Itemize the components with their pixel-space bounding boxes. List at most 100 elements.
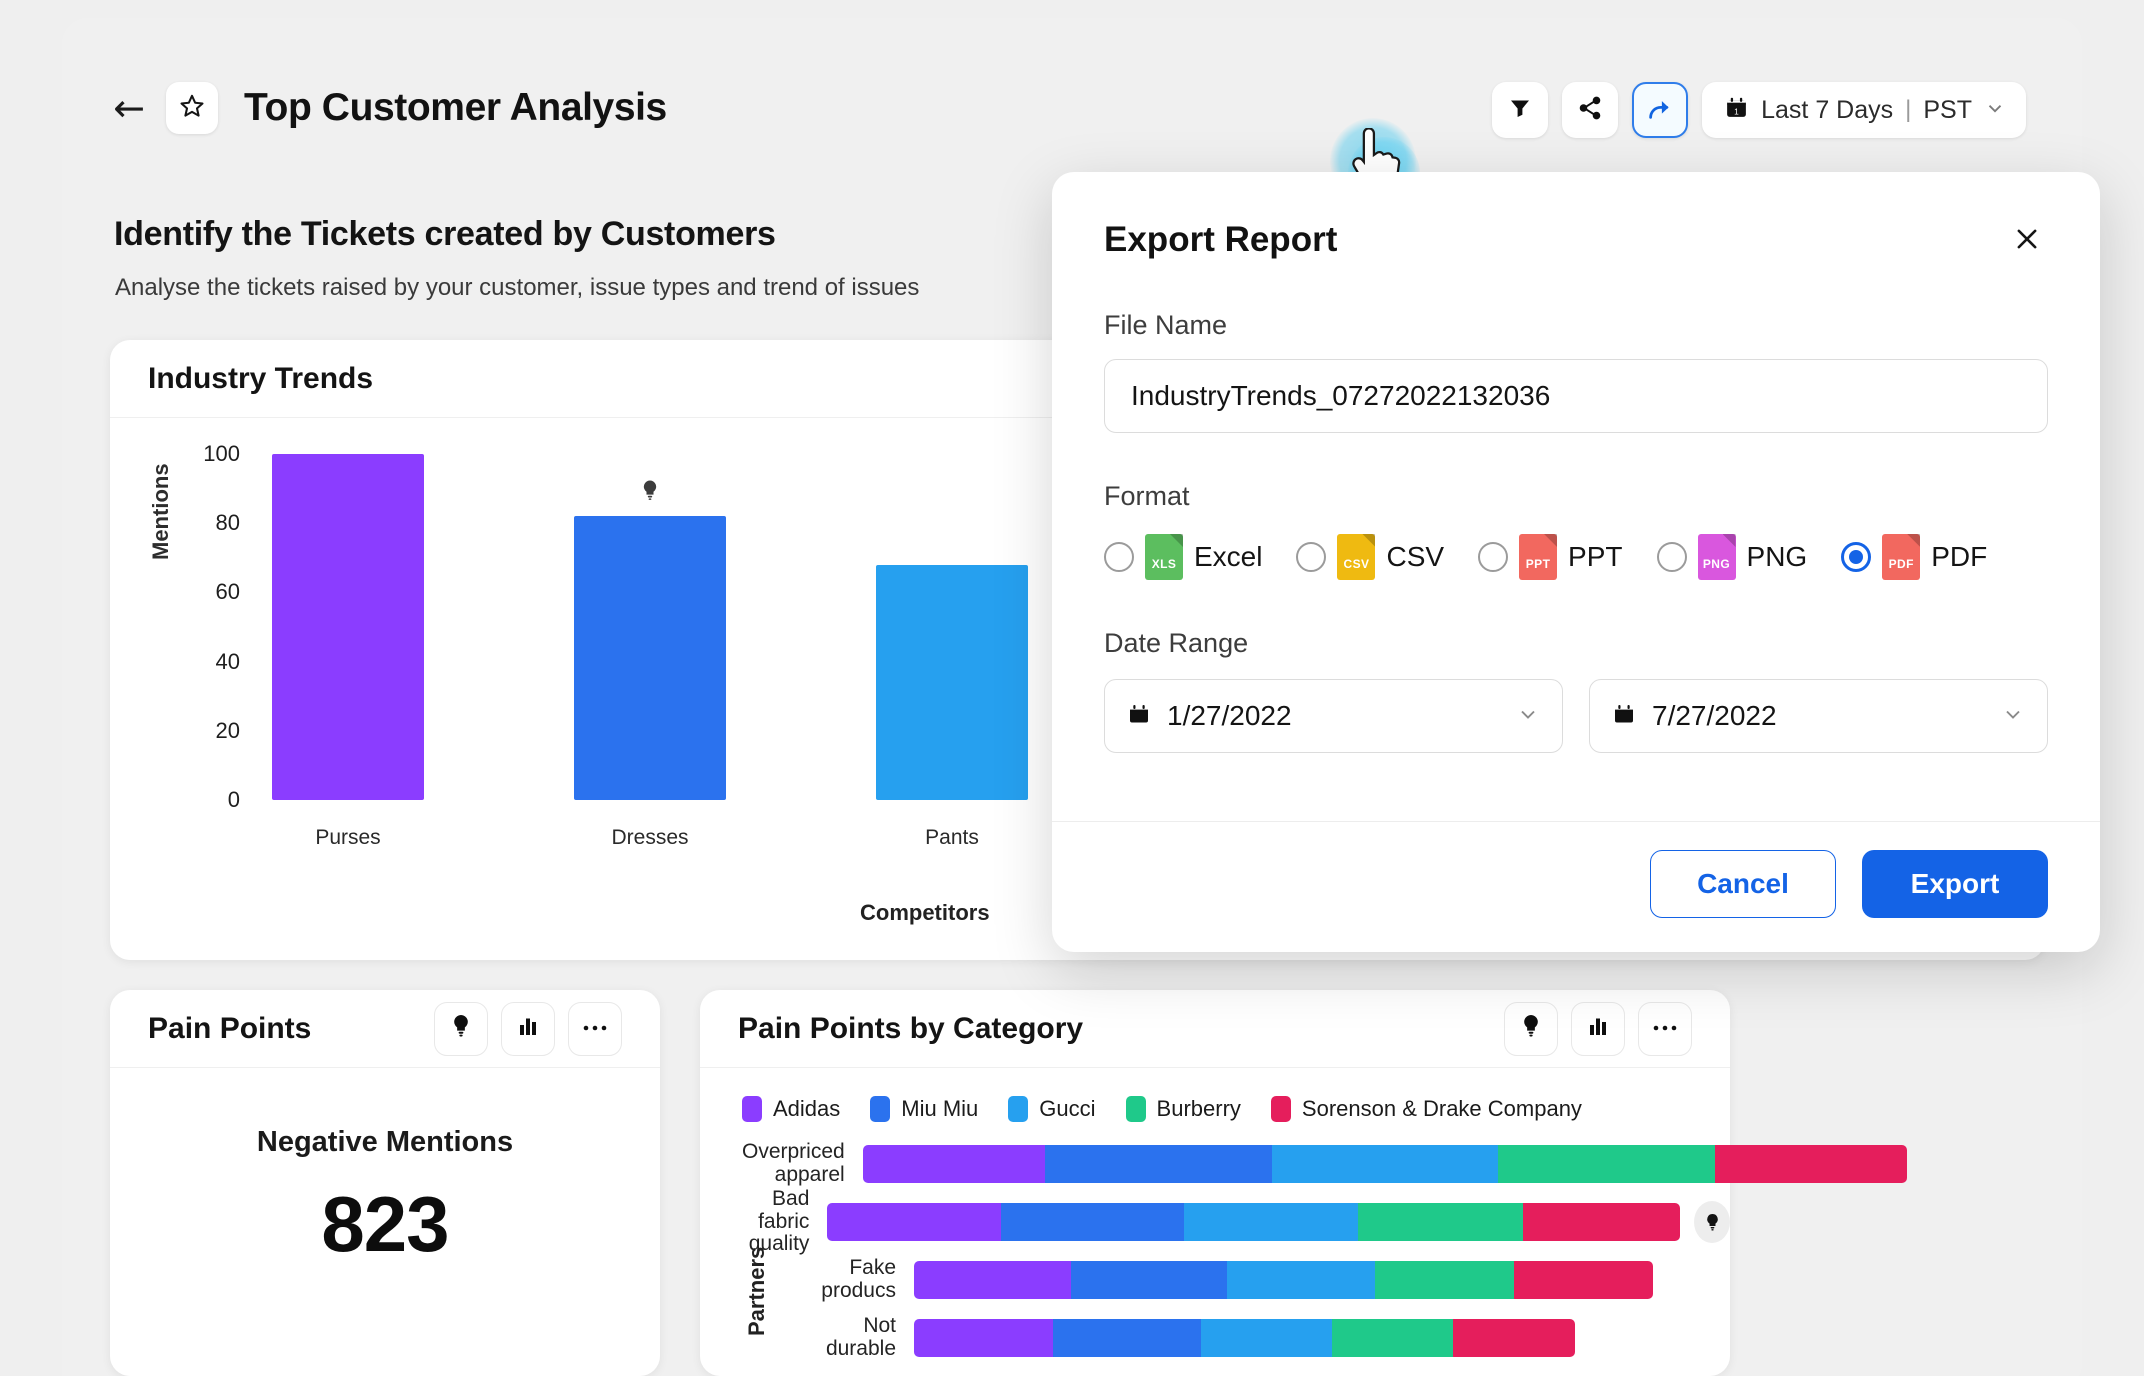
stacked-bar-segment[interactable] <box>827 1203 1002 1241</box>
lightbulb-icon[interactable] <box>633 470 667 510</box>
radio-csv[interactable] <box>1296 542 1327 572</box>
format-label: PNG <box>1746 541 1808 572</box>
bar-category-label: Purses <box>315 826 381 849</box>
file-png-icon: PNG <box>1697 534 1736 580</box>
format-label: Excel <box>1194 541 1263 572</box>
stacked-bar-segment[interactable] <box>1001 1203 1185 1241</box>
partners-axis-label: Partners <box>744 1246 769 1336</box>
dialog-header: Export Report <box>1104 220 2048 262</box>
metric-value: 823 <box>321 1180 449 1268</box>
share-button[interactable] <box>1562 82 1619 138</box>
format-option-ppt[interactable]: PPT PPT <box>1478 534 1623 580</box>
date-range-selector[interactable]: 1 Last 7 Days | PST <box>1702 82 2026 138</box>
stacked-bar-segment[interactable] <box>1331 1319 1454 1357</box>
radio-ppt[interactable] <box>1478 542 1509 572</box>
stacked-bar-track[interactable] <box>862 1145 1907 1183</box>
format-option-excel[interactable]: XLS Excel <box>1104 534 1262 580</box>
stacked-bar-segment[interactable] <box>1271 1145 1498 1183</box>
date-from-select[interactable]: 1/27/2022 <box>1104 679 1563 753</box>
file-name-input[interactable]: IndustryTrends_07272022132036 <box>1104 359 2048 433</box>
page-header: ← Top Customer Analysis <box>112 82 667 134</box>
chart-type-button[interactable] <box>501 1001 555 1056</box>
cancel-button[interactable]: Cancel <box>1650 850 1836 918</box>
bar-category-label: Dresses <box>611 826 689 849</box>
favorite-button[interactable] <box>166 82 218 134</box>
export-button[interactable]: Export <box>1862 850 2048 918</box>
stacked-bar-category-label: Fake producs <box>821 1256 896 1302</box>
stacked-bar-segment[interactable] <box>914 1261 1071 1299</box>
more-options-button[interactable] <box>1638 1001 1692 1056</box>
insight-button[interactable] <box>434 1001 488 1056</box>
stacked-bar-track[interactable] <box>914 1319 1576 1357</box>
file-type-tag: XLS <box>1151 557 1177 571</box>
stacked-bar-segment[interactable] <box>1514 1261 1654 1299</box>
stacked-bar-segment[interactable] <box>862 1145 1046 1183</box>
stacked-bar-segment[interactable] <box>914 1319 1054 1357</box>
format-option-csv[interactable]: CSV CSV <box>1296 534 1444 580</box>
lightbulb-icon[interactable] <box>1694 1201 1730 1243</box>
stacked-bar-category-label: Overpriced apparel <box>742 1140 845 1186</box>
export-report-button[interactable] <box>1632 82 1689 138</box>
chevron-down-icon <box>2001 702 2025 731</box>
legend-item[interactable]: Miu Miu <box>870 1096 978 1122</box>
stacked-bar-segment[interactable] <box>1227 1261 1376 1299</box>
stacked-bar-segment[interactable] <box>1184 1203 1359 1241</box>
chart-type-button[interactable] <box>1571 1001 1625 1056</box>
legend-swatch <box>1008 1096 1029 1122</box>
stacked-bar-segment[interactable] <box>1453 1319 1576 1357</box>
y-axis-tick: 40 <box>215 648 240 674</box>
radio-excel[interactable] <box>1104 542 1134 572</box>
dialog-title: Export Report <box>1104 220 1338 259</box>
stacked-bar-segment[interactable] <box>1053 1319 1202 1357</box>
file-name-label: File Name <box>1104 310 1228 340</box>
card-title: Pain Points by Category <box>738 1011 1084 1045</box>
stacked-bar-segment[interactable] <box>1497 1145 1716 1183</box>
card-title: Industry Trends <box>148 361 374 395</box>
stacked-bar-segment[interactable] <box>1523 1203 1680 1241</box>
legend-item[interactable]: Sorenson & Drake Company <box>1270 1096 1582 1122</box>
format-option-pdf[interactable]: PDF PDF <box>1841 534 1987 580</box>
y-axis-tick: 60 <box>215 579 240 605</box>
legend-swatch <box>742 1096 762 1122</box>
x-axis-label: Competitors <box>860 900 990 925</box>
file-pdf-icon: PDF <box>1882 534 1921 580</box>
close-button[interactable] <box>2006 220 2048 262</box>
card-actions <box>434 1001 622 1056</box>
stacked-bar-segment[interactable] <box>1375 1261 1515 1299</box>
legend-item[interactable]: Adidas <box>742 1096 840 1122</box>
bar-pants[interactable] <box>876 564 1028 800</box>
stacked-bar-segment[interactable] <box>1201 1319 1332 1357</box>
stacked-bar-row: Overpriced apparel <box>742 1140 1907 1188</box>
legend-item[interactable]: Burberry <box>1125 1096 1241 1122</box>
arrow-left-icon[interactable]: ← <box>113 86 145 130</box>
legend-item[interactable]: Gucci <box>1008 1096 1096 1122</box>
file-corner-fold <box>1170 534 1183 547</box>
filter-button[interactable] <box>1492 82 1549 138</box>
format-label: PDF <box>1931 541 1988 572</box>
date-to-select[interactable]: 7/27/2022 <box>1589 679 2048 753</box>
date-range-separator: | <box>1905 96 1912 123</box>
stacked-bar-track[interactable] <box>914 1261 1654 1299</box>
stacked-bar-segment[interactable] <box>1358 1203 1524 1241</box>
y-axis-tick: 100 <box>203 440 240 466</box>
stacked-bar-segment[interactable] <box>1045 1145 1272 1183</box>
metric-label: Negative Mentions <box>256 1126 514 1158</box>
date-to-value: 7/27/2022 <box>1652 700 1777 731</box>
bar-dresses[interactable] <box>574 516 726 800</box>
date-from-value: 1/27/2022 <box>1167 700 1292 731</box>
stacked-bar-segment[interactable] <box>1715 1145 1907 1183</box>
stacked-bar-category-label: Bad fabric quality <box>748 1187 810 1256</box>
stacked-bar-segment[interactable] <box>1070 1261 1228 1299</box>
chevron-down-icon <box>1984 97 2006 124</box>
more-options-button[interactable] <box>568 1001 622 1056</box>
file-type-tag: PNG <box>1702 557 1731 571</box>
format-option-png[interactable]: PNG PNG <box>1656 534 1808 580</box>
pain-points-by-category-card: Pain Points by Category <box>700 990 1907 1376</box>
bar-purses[interactable] <box>272 453 424 800</box>
radio-png[interactable] <box>1656 542 1687 572</box>
insight-button[interactable] <box>1504 1001 1558 1056</box>
stacked-bar-track[interactable] <box>827 1203 1680 1241</box>
lightbulb-icon <box>1520 1013 1542 1044</box>
chevron-down-icon <box>1516 702 1540 731</box>
radio-pdf[interactable] <box>1841 542 1872 572</box>
